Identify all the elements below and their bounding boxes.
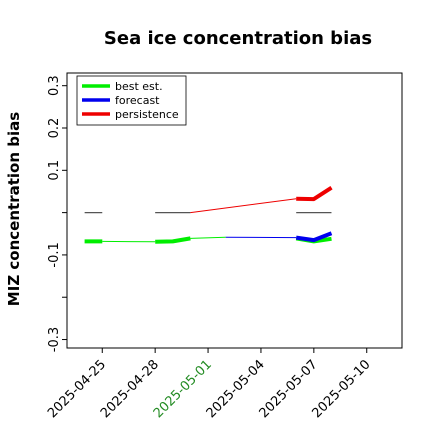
chart-title: Sea ice concentration bias [104,28,372,49]
y-axis: -0.3 -0.1 0.1 0.2 0.3 [47,75,67,352]
series-lines [84,186,333,244]
legend-label-forecast: forecast [115,94,160,107]
legend-label-best-est: best est. [115,80,163,93]
series-line-persistence [296,186,333,202]
y-tick-label: 0.3 [47,75,62,96]
x-axis: 2025-04-252025-04-282025-05-012025-05-04… [45,348,374,421]
y-tick-label: 0.1 [47,160,62,181]
y-tick-label: -0.3 [47,327,62,352]
series-line-forecast [295,231,333,243]
plot-frame [66,72,403,349]
y-tick-label: -0.1 [47,242,62,267]
y-axis-label: MIZ concentration bias [5,112,23,306]
legend: best est. forecast persistence [76,75,187,126]
series-line-persistence [190,198,297,214]
series-line-best-est [155,236,191,244]
series-line-best-est [190,236,226,239]
legend-label-persistence: persistence [115,108,179,121]
y-tick-label: 0.2 [47,118,62,139]
